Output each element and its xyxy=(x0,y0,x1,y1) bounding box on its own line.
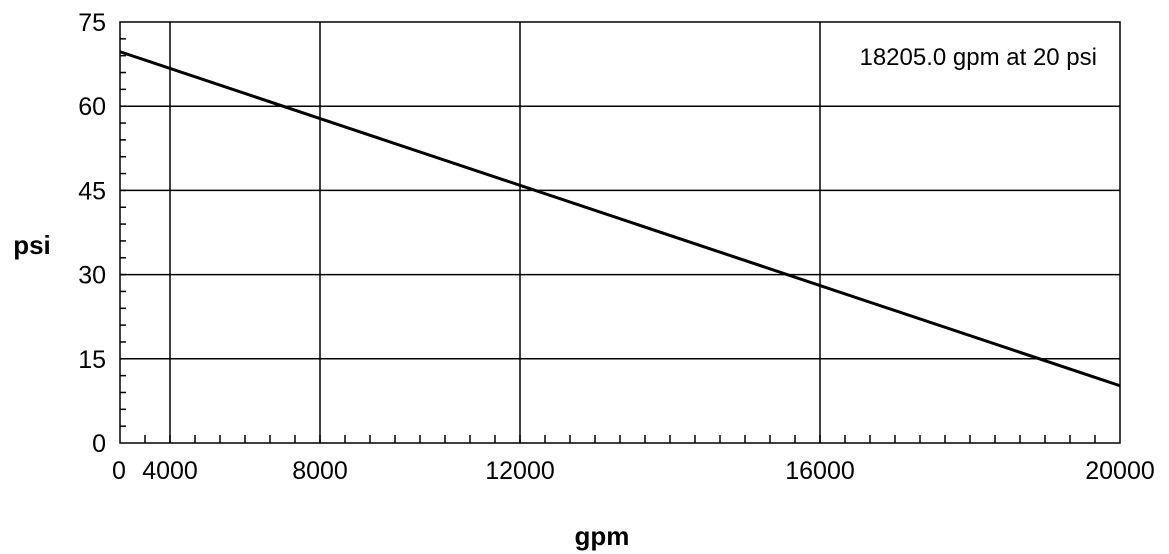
series-line xyxy=(119,50,1121,388)
y-tick-labels: 0 15 30 45 60 75 xyxy=(78,9,106,458)
x-tick-label: 4000 xyxy=(142,457,198,485)
y-tick-label: 45 xyxy=(78,177,106,205)
x-tick-labels: 0 4000 8000 12000 16000 20000 xyxy=(112,457,1155,485)
grid-layer xyxy=(120,22,1120,443)
y-tick-label: 30 xyxy=(78,262,106,290)
x-tick-label: 12000 xyxy=(485,457,555,485)
plot-frame xyxy=(119,21,1121,444)
x-axis-title: gpm xyxy=(575,521,630,551)
y-tick-label: 75 xyxy=(78,9,106,37)
x-tick-label: 20000 xyxy=(1085,457,1155,485)
chart-annotation: 18205.0 gpm at 20 psi xyxy=(859,44,1097,71)
y-axis-title: psi xyxy=(13,230,51,260)
minor-ticks xyxy=(120,38,1096,443)
y-tick-label: 15 xyxy=(78,346,106,374)
x-tick-label: 16000 xyxy=(785,457,855,485)
x-tick-label: 0 xyxy=(112,457,126,485)
series-layer xyxy=(119,50,1121,388)
x-tick-label: 8000 xyxy=(292,457,348,485)
y-tick-label: 0 xyxy=(92,430,106,458)
y-tick-label: 60 xyxy=(78,93,106,121)
